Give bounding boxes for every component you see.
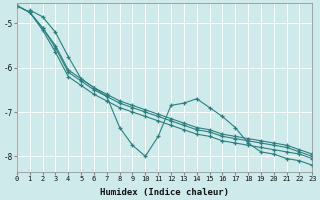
X-axis label: Humidex (Indice chaleur): Humidex (Indice chaleur) <box>100 188 229 197</box>
